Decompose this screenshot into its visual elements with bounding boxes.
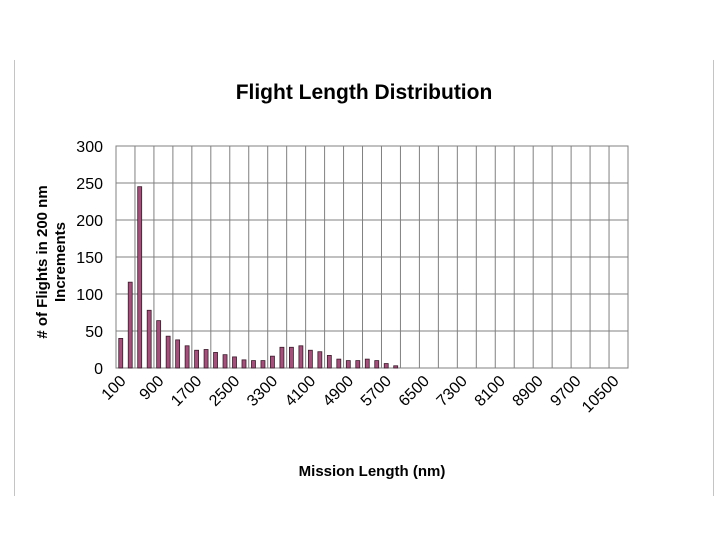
x-tick-label: 4900	[320, 373, 357, 410]
bar	[364, 358, 370, 369]
x-tick-label: 2500	[206, 373, 243, 410]
bar	[137, 186, 143, 369]
x-tick-label: 8100	[472, 373, 509, 410]
bar	[345, 360, 351, 369]
y-tick-label: 300	[76, 139, 103, 156]
x-tick-label: 100	[99, 373, 130, 404]
bar	[118, 337, 124, 369]
bar	[317, 351, 323, 369]
bar	[355, 360, 361, 369]
x-tick-label: 3300	[244, 373, 281, 410]
bar	[279, 346, 285, 369]
bar	[393, 365, 399, 369]
bar	[298, 345, 304, 369]
bar	[213, 352, 218, 369]
y-tick-label: 50	[85, 324, 103, 341]
y-tick-label: 250	[76, 176, 103, 193]
chart-title: Flight Length Distribution	[236, 81, 493, 104]
y-axis-label-line-2: Increments	[52, 222, 69, 302]
x-tick-label: 6500	[396, 373, 433, 410]
bar	[336, 358, 342, 369]
x-tick-label: 4100	[282, 373, 319, 410]
bar	[222, 354, 228, 369]
bars	[118, 186, 399, 369]
x-tick-label: 5700	[358, 373, 395, 410]
bar	[326, 355, 332, 369]
y-tick-label: 0	[94, 361, 103, 378]
bar	[307, 349, 313, 369]
bar	[232, 356, 237, 369]
y-tick-label: 150	[76, 250, 103, 267]
bar	[260, 360, 266, 369]
bar	[251, 360, 256, 369]
y-tick-labels: 0 50 100 150 200 250 300	[76, 139, 103, 378]
x-tick-labels: 100 900 1700 2500 3300 4100 4900 5700 6500 7300 81…	[99, 373, 623, 417]
grid	[115, 145, 629, 369]
x-tick-label: 1700	[168, 373, 205, 410]
bar	[127, 281, 133, 369]
bar	[156, 320, 162, 369]
bar	[165, 335, 171, 369]
x-tick-label: 900	[137, 373, 168, 404]
y-tick-label: 200	[76, 213, 103, 230]
bar	[203, 349, 209, 369]
y-tick-label: 100	[76, 287, 103, 304]
bar	[241, 359, 247, 369]
bar	[383, 363, 389, 369]
x-axis-label: Mission Length (nm)	[299, 463, 446, 480]
x-tick-label: 8900	[510, 373, 547, 410]
x-tick-label: 10500	[579, 373, 623, 417]
frame-right-border	[713, 60, 714, 496]
frame-left-border	[14, 60, 15, 496]
bar	[194, 349, 199, 369]
x-tick-label: 7300	[434, 373, 471, 410]
y-axis-label-line-1: # of Flights in 200 nm	[34, 185, 51, 338]
bar	[184, 345, 190, 369]
bar	[175, 339, 181, 369]
bar	[146, 309, 152, 369]
bar	[289, 346, 294, 369]
bar	[270, 355, 275, 369]
bar	[374, 360, 380, 369]
